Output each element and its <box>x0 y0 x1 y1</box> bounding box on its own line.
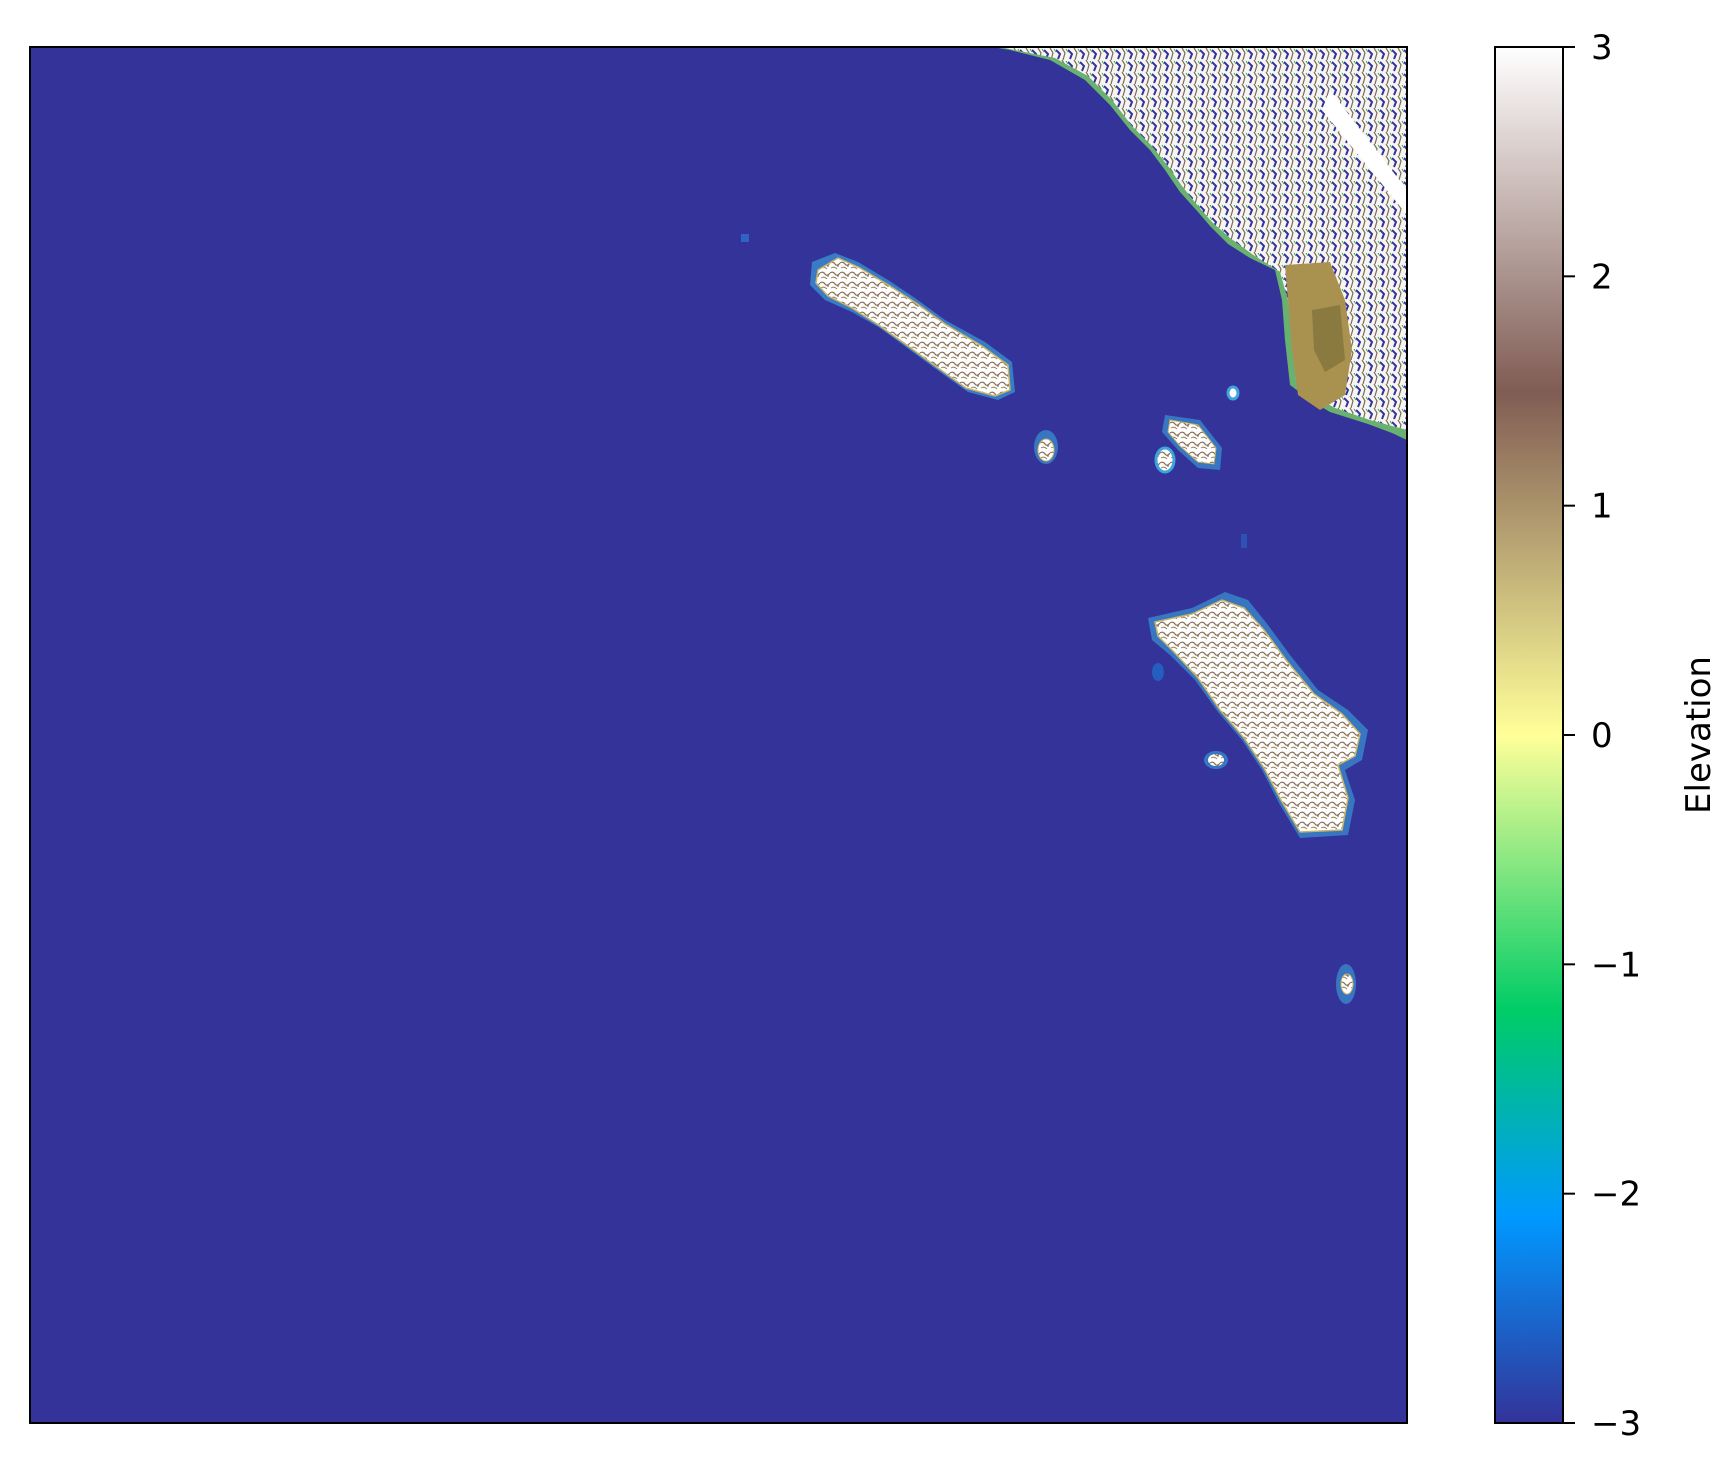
coastal-plain-inner <box>1312 305 1345 372</box>
islet-b <box>1152 663 1228 769</box>
colorbar-tick-label: −2 <box>1591 1175 1641 1215</box>
northern-island <box>810 253 1015 400</box>
islet-group <box>1154 385 1240 474</box>
land-layer <box>741 47 1407 1004</box>
speck <box>1241 534 1247 548</box>
mainland-coast <box>992 47 1407 440</box>
southern-island-land <box>1154 599 1361 833</box>
ocean-background <box>30 47 1407 1423</box>
colorbar-tick-label: 3 <box>1591 28 1613 68</box>
ridge-highlight <box>1322 90 1407 215</box>
colorbar-tick-label: 0 <box>1591 716 1613 756</box>
colorbar-tick-label: 1 <box>1591 487 1613 527</box>
colorbar-gradient <box>1495 47 1563 1423</box>
colorbar-tick-label: 2 <box>1591 257 1613 297</box>
colorbar-tick-label: −3 <box>1591 1404 1641 1444</box>
colorbar-label: Elevation <box>1679 656 1719 814</box>
colorbar-tick-label: −1 <box>1591 945 1641 985</box>
southern-island <box>1148 592 1368 838</box>
colorbar: 3 2 1 0 −1 −2 −3 Elevation <box>1494 28 1719 1444</box>
map-frame <box>29 46 1408 1424</box>
speck <box>741 234 749 242</box>
map-area <box>29 46 1408 1424</box>
islet-a <box>1034 430 1058 464</box>
northern-island-land <box>815 257 1011 397</box>
colorbar-ticks: 3 2 1 0 −1 −2 −3 <box>1563 28 1641 1444</box>
southern-islet <box>1336 964 1356 1004</box>
